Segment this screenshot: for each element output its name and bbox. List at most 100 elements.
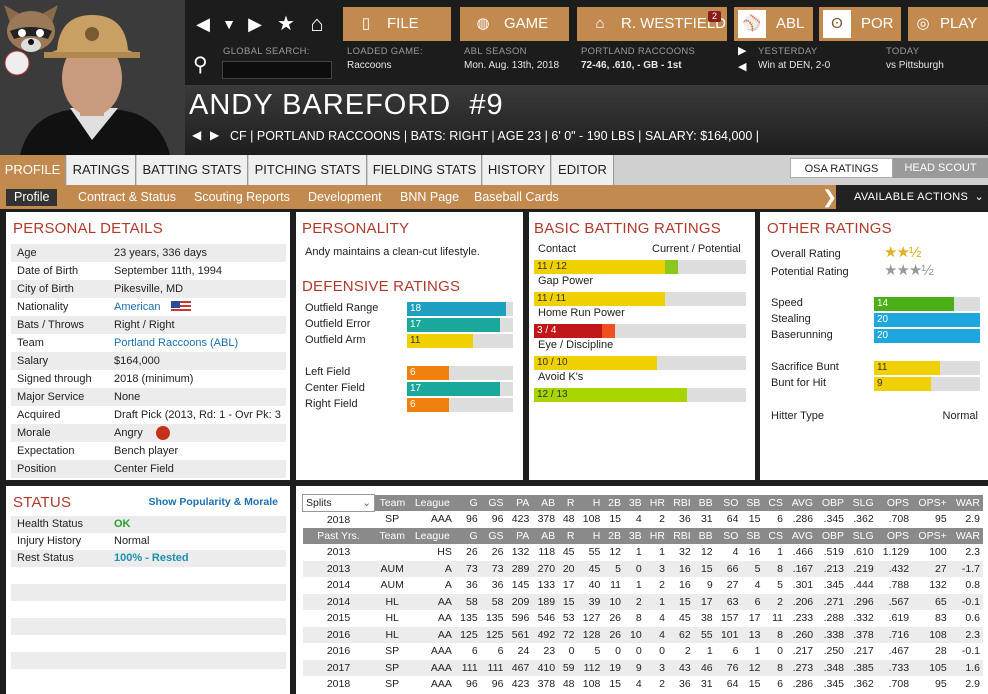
splits-label: Splits	[306, 496, 332, 509]
subtab-development[interactable]: Development	[308, 190, 382, 204]
status-row	[11, 601, 286, 618]
game-button[interactable]: ◍ GAME	[460, 7, 569, 41]
stats-row: 2016 HL AA 125 125 561 492 72 128 26 10 4 62 55 101 13 8…	[302, 626, 983, 643]
stats-col-header[interactable]: R	[558, 494, 578, 511]
tab-pitching-stats[interactable]: PITCHING STATS	[249, 155, 367, 185]
stats-col-header[interactable]: League	[409, 494, 455, 511]
tab-fielding-stats[interactable]: FIELDING STATS	[368, 155, 482, 185]
home-icon[interactable]: ⌂	[310, 11, 324, 36]
stats-col-header[interactable]: R	[558, 527, 578, 544]
stats-cell: 36	[491, 579, 504, 592]
stats-col-header[interactable]: CS	[763, 494, 787, 511]
head-scout-button[interactable]: HEAD SCOUT	[893, 158, 988, 178]
subtab-profile[interactable]: Profile	[6, 189, 58, 206]
tab-batting-stats[interactable]: BATTING STATS	[137, 155, 248, 185]
subtab-baseball-cards[interactable]: Baseball Cards	[474, 190, 559, 204]
stats-col-header[interactable]: AB	[532, 527, 559, 544]
stats-cell: .567	[876, 593, 913, 610]
stats-col-header[interactable]: BB	[693, 527, 716, 544]
stats-col-header[interactable]: SB	[741, 527, 764, 544]
stats-col-header[interactable]: PA	[506, 527, 533, 544]
stats-col-header[interactable]: GS	[480, 527, 507, 544]
stats-col-header[interactable]: RBI	[667, 494, 694, 511]
forward-arrow-icon[interactable]: ▶	[248, 14, 262, 34]
stats-col-header[interactable]: 2B	[603, 527, 624, 544]
back-arrow-small-icon[interactable]: ◀	[738, 61, 747, 73]
potential-rating-stars: ★★★½	[884, 262, 934, 279]
stats-col-header[interactable]: SLG	[847, 494, 877, 511]
subtab-bnn-page[interactable]: BNN Page	[400, 190, 460, 204]
stats-col-header[interactable]: WAR	[949, 494, 983, 511]
today-game[interactable]: vs Pittsburgh	[886, 60, 944, 71]
stats-col-header[interactable]: H	[577, 527, 604, 544]
star-icon[interactable]: ★	[277, 13, 295, 35]
stats-cell: 5	[741, 560, 764, 577]
stats-col-header[interactable]: 3B	[624, 494, 645, 511]
tab-profile[interactable]: PROFILE	[0, 155, 66, 185]
league-button[interactable]: ⚾ ABL	[734, 7, 813, 41]
stats-row: 2018 SP AAA 96 96 423 378 48 108 15 4 2 36 31 64 15 6 .28…	[303, 511, 984, 528]
tab-editor[interactable]: EDITOR	[552, 155, 614, 185]
next-player-icon[interactable]: ▶	[210, 128, 220, 142]
available-actions-button[interactable]: AVAILABLE ACTIONS ⌄	[836, 185, 988, 209]
show-popularity-morale-link[interactable]: Show Popularity & Morale	[148, 496, 278, 508]
history-dropdown-icon[interactable]: ▼	[222, 16, 236, 32]
play-arrow-icon[interactable]: ▶	[738, 45, 747, 57]
manager-button[interactable]: ⌂ R. WESTFIELD 2	[577, 7, 727, 41]
stats-col-header[interactable]: SO	[715, 527, 742, 544]
status-row: Rest Status 100% - Rested	[11, 550, 286, 567]
stats-col-header[interactable]: HR	[644, 527, 668, 544]
prev-player-icon[interactable]: ◀	[192, 128, 202, 142]
osa-ratings-button[interactable]: OSA RATINGS	[790, 158, 893, 178]
tab-history[interactable]: HISTORY	[483, 155, 551, 185]
subtab-scouting-reports[interactable]: Scouting Reports	[194, 190, 290, 204]
stats-col-header[interactable]: SO	[715, 494, 742, 511]
stats-col-header[interactable]: League	[409, 527, 455, 544]
back-arrow-icon[interactable]: ◀	[196, 14, 210, 34]
file-icon: ▯	[361, 15, 371, 32]
stats-col-header[interactable]: RBI	[667, 527, 694, 544]
stats-col-header[interactable]: OPS+	[912, 527, 950, 544]
stats-row: 2014 AUM A 36 36 145 133 17 40 11 1 2 16 9 27 4 5.301.34…	[303, 577, 984, 594]
play-button[interactable]: ◎ PLAY	[908, 7, 988, 41]
stats-col-header[interactable]: PA	[506, 494, 533, 511]
stats-cell: 59	[558, 659, 578, 676]
stats-col-header[interactable]: 2B	[603, 494, 624, 511]
stats-col-header[interactable]: CS	[763, 527, 787, 544]
stats-col-header[interactable]: OPS	[876, 527, 913, 544]
stats-col-header[interactable]: G	[454, 527, 481, 544]
stats-col-header[interactable]: SLG	[847, 527, 877, 544]
subtab-contract-status[interactable]: Contract & Status	[78, 190, 176, 204]
stats-col-header[interactable]: OBP	[816, 494, 848, 511]
stats-col-header[interactable]: GS	[480, 494, 507, 511]
personal-row: Nationality American	[11, 298, 286, 316]
stats-col-header[interactable]: HR	[644, 494, 668, 511]
stats-col-header[interactable]: Team	[374, 494, 410, 511]
team-button[interactable]: ʘ POR	[819, 7, 901, 41]
personal-row: Acquired Draft Pick (2013, Rd: 1 - Ovr Pk…	[11, 406, 286, 424]
stats-col-header[interactable]: 3B	[624, 527, 645, 544]
stats-col-header[interactable]: H	[577, 494, 604, 511]
personal-value[interactable]: American	[114, 301, 161, 313]
stats-col-header[interactable]: WAR	[949, 527, 983, 544]
stats-col-header[interactable]: AB	[532, 494, 559, 511]
stats-col-header[interactable]: Team	[374, 527, 410, 544]
stats-col-header[interactable]: BB	[693, 494, 716, 511]
stats-col-header[interactable]: OPS	[876, 494, 913, 511]
stats-col-header[interactable]: AVG	[786, 494, 817, 511]
stats-col-header[interactable]: G	[454, 494, 481, 511]
yesterday-result[interactable]: Win at DEN, 2-0	[758, 60, 831, 71]
stats-col-header[interactable]: OBP	[816, 527, 848, 544]
status-key: Health Status	[17, 518, 84, 530]
stats-cell: 423	[511, 513, 530, 526]
stats-col-header[interactable]: SB	[741, 494, 764, 511]
stats-col-header[interactable]: AVG	[786, 527, 817, 544]
stats-cell: 2018	[326, 513, 351, 526]
file-button[interactable]: ▯ FILE	[343, 7, 451, 41]
global-search-input[interactable]	[222, 61, 332, 79]
stats-col-header[interactable]: OPS+	[912, 494, 950, 511]
tab-ratings[interactable]: RATINGS	[67, 155, 136, 185]
personal-value[interactable]: Portland Raccoons (ABL)	[114, 337, 239, 349]
splits-dropdown[interactable]: Splits ⌄	[302, 494, 375, 512]
defense-2-value: 11	[410, 335, 421, 346]
